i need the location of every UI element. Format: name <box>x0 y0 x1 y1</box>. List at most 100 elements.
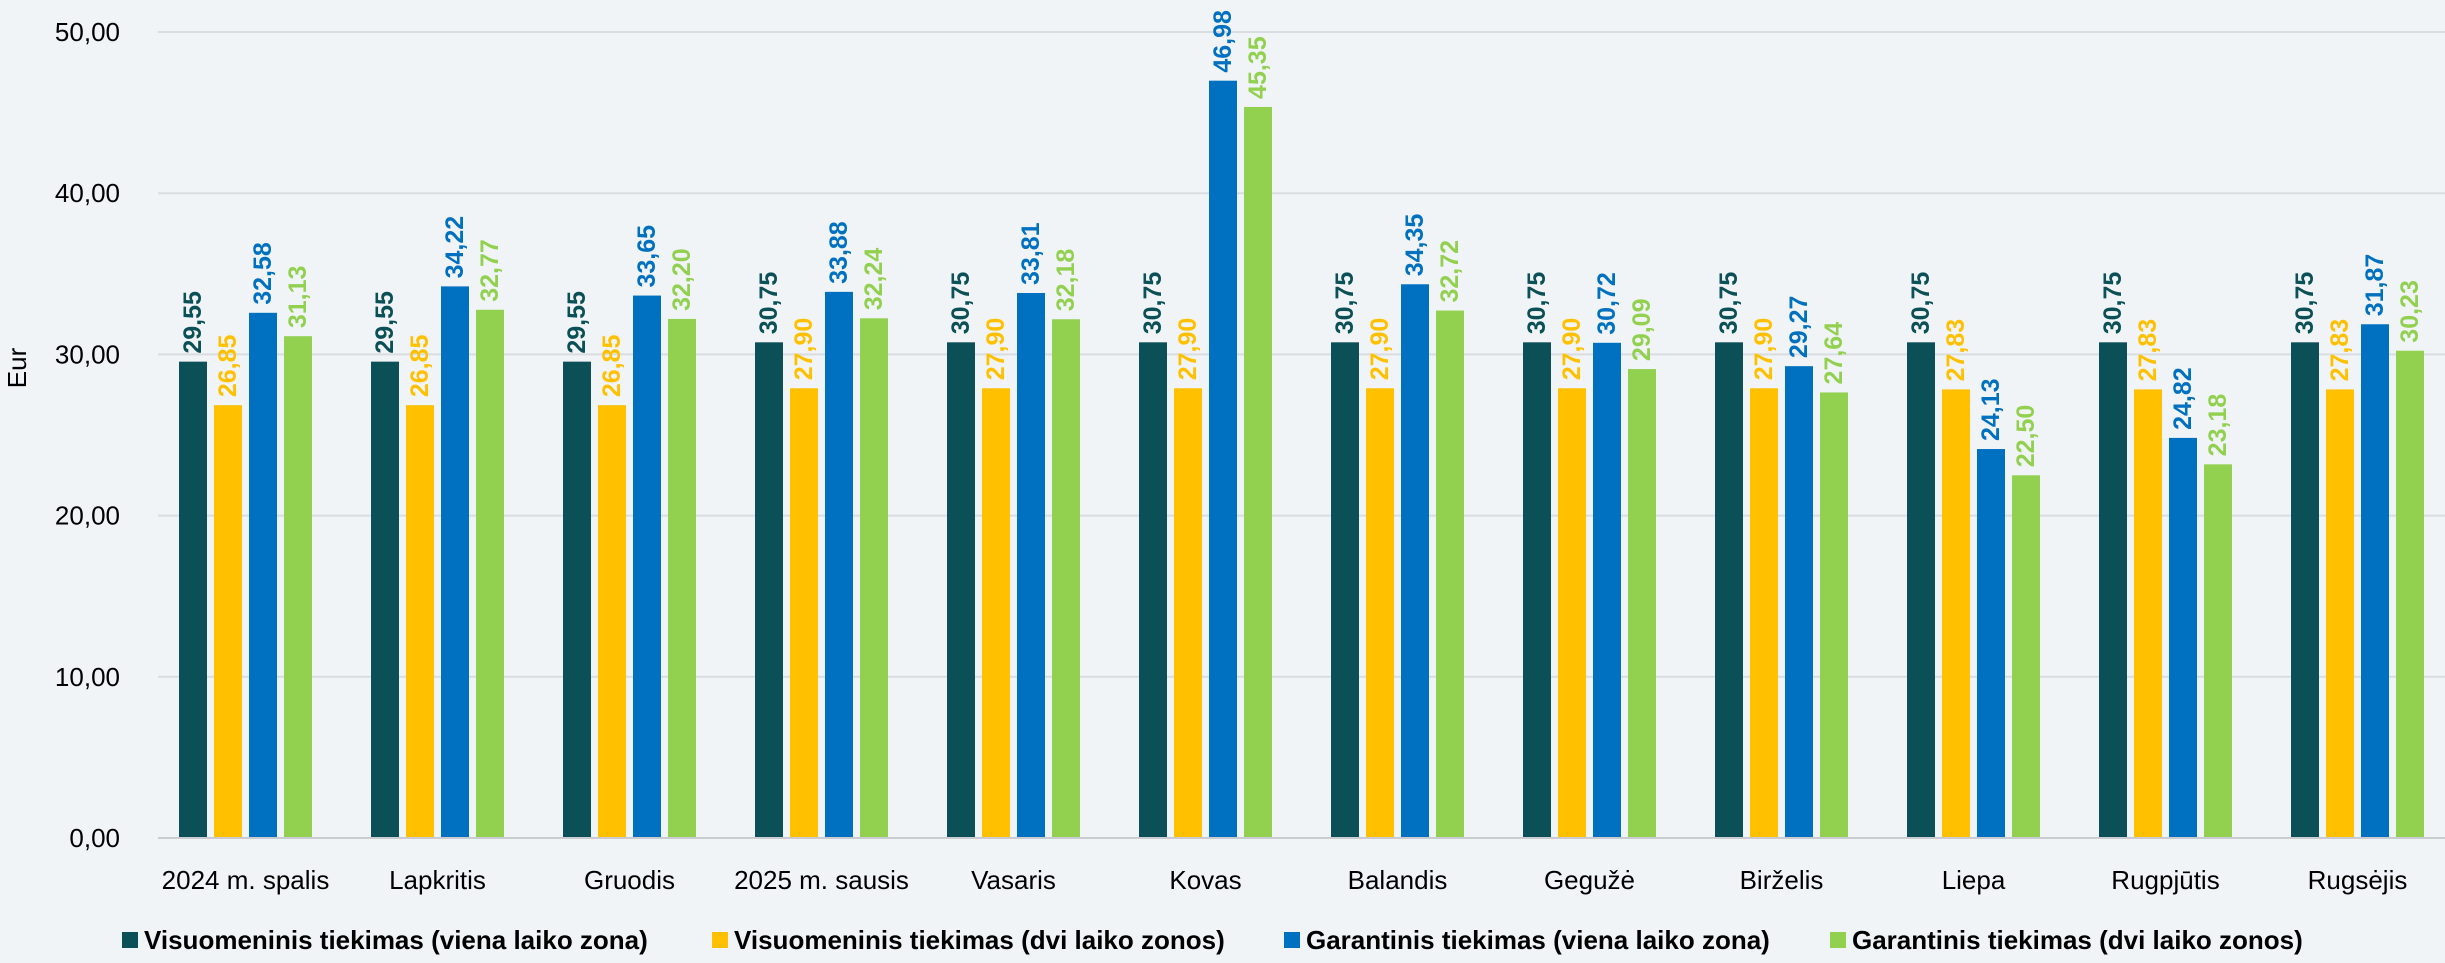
bar <box>1785 366 1813 838</box>
x-axis-ticks: 2024 m. spalis Lapkritis Gruodis 2025 m. sa… <box>162 865 2408 895</box>
x-tick-label: 2024 m. spalis <box>162 865 330 895</box>
data-label: 26,85 <box>214 335 242 398</box>
data-label: 45,35 <box>1244 36 1272 99</box>
bar <box>1523 342 1551 838</box>
bar <box>2012 475 2040 838</box>
bar <box>284 336 312 838</box>
data-label: 27,90 <box>982 318 1010 381</box>
legend-swatch <box>122 932 138 948</box>
bar <box>2396 350 2424 838</box>
data-label: 31,13 <box>284 266 312 329</box>
data-label: 27,64 <box>1820 322 1848 385</box>
data-label: 32,58 <box>249 242 277 305</box>
bar <box>1750 388 1778 838</box>
data-label: 26,85 <box>598 335 626 398</box>
gridlines <box>158 31 2445 678</box>
bar <box>825 291 853 839</box>
bar <box>179 361 207 838</box>
bar <box>1820 392 1848 838</box>
legend-label: Visuomeninis tiekimas (viena laiko zona) <box>144 925 648 955</box>
bar <box>1052 319 1080 838</box>
legend-swatch <box>712 932 728 948</box>
bar <box>2291 342 2319 838</box>
data-label: 23,18 <box>2204 394 2232 457</box>
bar <box>1174 388 1202 838</box>
x-tick-label: Birželis <box>1740 865 1824 895</box>
y-tick-label: 50,00 <box>55 17 120 47</box>
legend-swatch <box>1830 932 1846 948</box>
bar <box>860 318 888 838</box>
bar <box>1715 342 1743 838</box>
bar <box>2361 324 2389 838</box>
data-label: 30,75 <box>1139 272 1167 335</box>
bar <box>1593 342 1621 838</box>
bar <box>214 405 242 838</box>
bar <box>371 361 399 838</box>
bar <box>249 312 277 838</box>
bar <box>633 295 661 838</box>
bar <box>1331 342 1359 838</box>
bar <box>1139 342 1167 838</box>
y-tick-label: 30,00 <box>55 339 120 369</box>
data-label: 30,23 <box>2396 280 2424 343</box>
x-tick-label: Rugpjūtis <box>2111 865 2219 895</box>
data-label: 27,90 <box>1366 318 1394 381</box>
x-tick-label: Rugsėjis <box>2308 865 2408 895</box>
legend-swatch <box>1284 932 1300 948</box>
x-tick-label: Liepa <box>1942 865 2006 895</box>
data-label: 29,55 <box>179 291 207 354</box>
data-label: 27,90 <box>1558 318 1586 381</box>
data-label: 30,75 <box>947 272 975 335</box>
data-label: 46,98 <box>1209 10 1237 73</box>
bar <box>1436 310 1464 838</box>
data-label: 34,22 <box>441 216 469 279</box>
bar <box>2326 389 2354 838</box>
bar <box>982 388 1010 838</box>
bar <box>668 318 696 838</box>
y-axis-ticks: 0,00 10,00 20,00 30,00 40,00 50,00 <box>55 17 120 853</box>
bar <box>2204 464 2232 838</box>
data-label: 30,75 <box>1907 272 1935 335</box>
bar <box>476 309 504 839</box>
x-tick-label: Vasaris <box>971 865 1056 895</box>
data-label: 27,90 <box>1750 318 1778 381</box>
data-label: 32,20 <box>668 248 696 311</box>
x-tick-label: Gruodis <box>584 865 675 895</box>
bar <box>441 286 469 838</box>
legend-label: Garantinis tiekimas (dvi laiko zonos) <box>1852 925 2303 955</box>
bar <box>947 342 975 838</box>
data-label: 34,35 <box>1401 214 1429 277</box>
x-tick-label: 2025 m. sausis <box>734 865 909 895</box>
data-label: 29,55 <box>563 291 591 354</box>
data-label: 30,75 <box>2099 272 2127 335</box>
bars <box>179 80 2424 839</box>
legend-label: Visuomeninis tiekimas (dvi laiko zonos) <box>734 925 1225 955</box>
data-label: 27,83 <box>2326 319 2354 382</box>
bar <box>1244 106 1272 838</box>
data-label: 30,72 <box>1593 272 1621 335</box>
bar <box>2134 389 2162 838</box>
data-label: 30,75 <box>1715 272 1743 335</box>
bar <box>1628 369 1656 838</box>
data-label: 29,27 <box>1785 296 1813 359</box>
y-tick-label: 0,00 <box>69 823 120 853</box>
bar <box>598 405 626 838</box>
bar <box>1401 284 1429 838</box>
bar <box>755 342 783 838</box>
data-label: 33,81 <box>1017 222 1045 285</box>
x-tick-label: Gegužė <box>1544 865 1635 895</box>
data-label: 33,65 <box>633 225 661 288</box>
bar <box>1907 342 1935 838</box>
data-label: 32,24 <box>860 248 888 311</box>
bar <box>2099 342 2127 838</box>
bar <box>1017 292 1045 838</box>
data-label: 27,90 <box>1174 318 1202 381</box>
legend-label: Garantinis tiekimas (viena laiko zona) <box>1306 925 1770 955</box>
bar <box>1366 388 1394 838</box>
bar <box>2169 437 2197 838</box>
data-label: 30,75 <box>1331 272 1359 335</box>
y-tick-label: 10,00 <box>55 662 120 692</box>
